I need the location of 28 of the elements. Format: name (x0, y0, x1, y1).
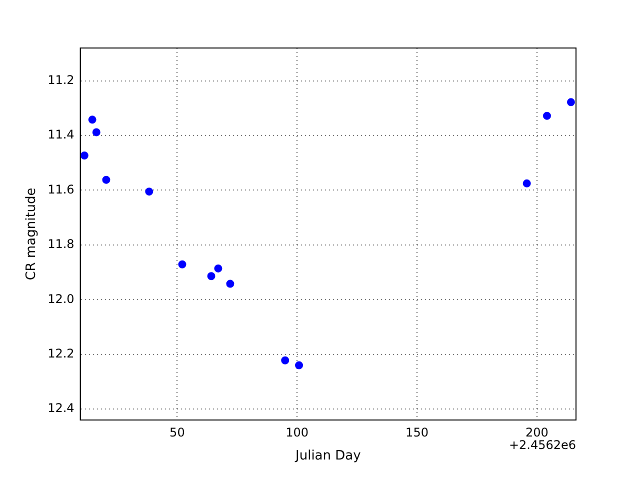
point (295, 361, 304, 370)
point (145, 188, 154, 196)
point (542, 112, 551, 120)
y-tick-label: 11.8 (48, 237, 74, 252)
point (207, 272, 216, 280)
point (566, 98, 575, 106)
point (281, 356, 290, 364)
point (226, 280, 234, 288)
point (102, 176, 110, 184)
y-tick-label: 12.2 (48, 346, 74, 360)
y-tick-label: 12.0 (48, 292, 74, 306)
y-axis-title: CR magnitude (24, 188, 40, 280)
y-tick-label: 11.6 (48, 182, 74, 196)
y-tick-label: 11.2 (48, 72, 74, 87)
x-axis-title: Julian Day (294, 448, 362, 464)
x-tick-label: 50 (170, 425, 185, 440)
point (214, 264, 222, 272)
y-tick-label: 11.4 (48, 128, 74, 142)
x-tick-label: 200 (525, 425, 548, 440)
y-tick-label: 12.4 (48, 401, 74, 416)
x-tick-label: 100 (286, 425, 309, 440)
point (178, 260, 186, 268)
point (88, 116, 96, 124)
text: +2.4562e6 (508, 438, 576, 452)
point (80, 151, 88, 160)
x-tick-label: 150 (406, 425, 428, 440)
point (92, 128, 100, 136)
point (522, 179, 531, 188)
